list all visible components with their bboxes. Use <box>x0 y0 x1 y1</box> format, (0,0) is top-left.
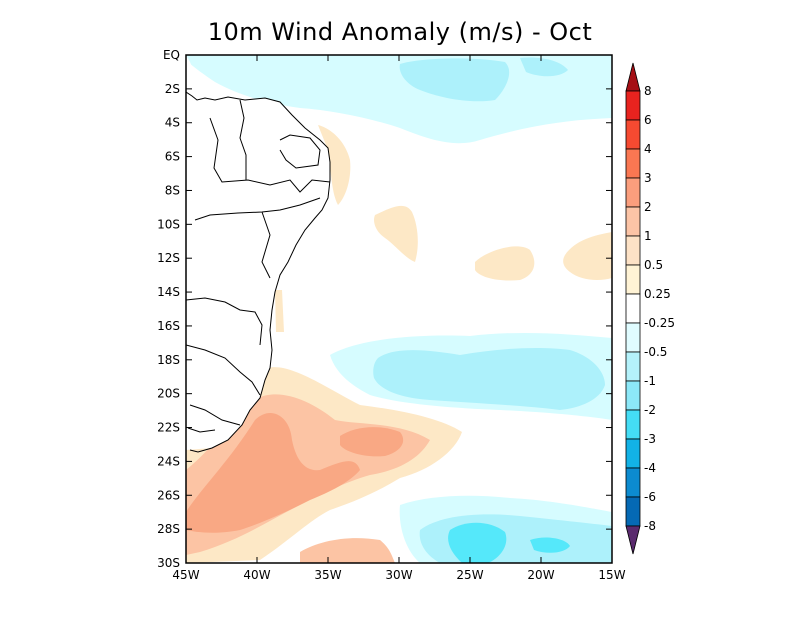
map-title: 10m Wind Anomaly (m/s) - Oct <box>207 18 593 46</box>
colorbar-top-arrow <box>625 62 641 92</box>
anomaly-blob-3 <box>563 232 612 280</box>
colorbar-bottom-arrow <box>625 525 641 555</box>
state-border-6 <box>186 297 263 346</box>
colorbar-label: 0.25 <box>644 287 671 301</box>
colorbar-segment <box>625 409 641 440</box>
colorbar-label: 2 <box>644 200 652 214</box>
colorbar-segment <box>625 206 641 237</box>
anomaly-south-bright-cyan-2 <box>530 537 570 553</box>
coastline <box>186 91 331 453</box>
colorbar-segment <box>625 438 641 469</box>
colorbar-label: -0.25 <box>644 316 675 330</box>
colorbar-segment <box>625 148 641 179</box>
longitude-axis: 45W 40W 35W 30W 25W 20W 15W <box>172 55 626 582</box>
colorbar-segment <box>625 496 641 527</box>
state-border-8 <box>189 404 241 426</box>
lon-tick-label: 35W <box>314 568 341 582</box>
lon-tick-label: 20W <box>527 568 554 582</box>
colorbar-label: 1 <box>644 229 652 243</box>
lon-tick-label: 15W <box>598 568 625 582</box>
state-border-3 <box>279 134 321 169</box>
colorbar-label: 4 <box>644 142 652 156</box>
lat-tick-label: 16S <box>157 319 180 333</box>
lon-tick-label: 40W <box>243 568 270 582</box>
colorbar-segment <box>625 90 641 121</box>
colorbar-segment <box>625 264 641 295</box>
colorbar-label: 6 <box>644 113 652 127</box>
anomaly-mid-cyan <box>373 347 605 410</box>
lat-tick-label: 18S <box>157 353 180 367</box>
lon-tick-label: 30W <box>385 568 412 582</box>
lat-tick-label: 4S <box>165 116 180 130</box>
lat-tick-label: 28S <box>157 522 180 536</box>
colorbar-label: 0.5 <box>644 258 663 272</box>
colorbar-segment <box>625 380 641 411</box>
colorbar-label: -0.5 <box>644 345 667 359</box>
colorbar-label: -4 <box>644 461 656 475</box>
anomaly-south-dark-orange <box>186 412 360 533</box>
state-border-5 <box>261 211 271 279</box>
lat-tick-label: 26S <box>157 488 180 502</box>
lat-tick-label: 22S <box>157 421 180 435</box>
colorbar: 8 6 4 3 2 1 0.5 0.25 -0.25 -0.5 -1 -2 -3 -4 -6 -8 <box>625 62 675 555</box>
anomaly-strip <box>275 290 284 332</box>
colorbar-label: 8 <box>644 84 652 98</box>
anomaly-north-cyan-2 <box>520 57 568 77</box>
colorbar-segment <box>625 177 641 208</box>
anomaly-field <box>186 55 612 563</box>
colorbar-segment <box>625 235 641 266</box>
anomaly-bottom-orange <box>300 538 395 563</box>
colorbar-segment <box>625 467 641 498</box>
lat-tick-label: EQ <box>163 48 180 62</box>
colorbar-label: -1 <box>644 374 656 388</box>
lat-tick-label: 14S <box>157 285 180 299</box>
colorbar-segment <box>625 322 641 353</box>
anomaly-north-cyan-1 <box>399 58 510 102</box>
colorbar-label: -2 <box>644 403 656 417</box>
anomaly-south-bright-cyan-1 <box>448 522 507 563</box>
colorbar-label: -3 <box>644 432 656 446</box>
anomaly-blob-1 <box>374 205 418 262</box>
latitude-axis: EQ 2S 4S 6S 8S 10S 12S 14S 16S 18S 20S 22S 24S 26S 28S… <box>157 48 612 570</box>
colorbar-label: -6 <box>644 490 656 504</box>
lat-tick-label: 20S <box>157 387 180 401</box>
lat-tick-label: 8S <box>165 183 180 197</box>
lat-tick-label: 6S <box>165 150 180 164</box>
state-border-7 <box>186 344 261 396</box>
lat-tick-label: 24S <box>157 454 180 468</box>
colorbar-segment <box>625 293 641 324</box>
anomaly-coast-light-orange <box>318 125 351 205</box>
lat-tick-label: 10S <box>157 217 180 231</box>
colorbar-segment <box>625 351 641 382</box>
land-south-america <box>186 55 330 450</box>
anomaly-dark-orange-2 <box>340 427 404 457</box>
colorbar-segment <box>625 119 641 150</box>
anomaly-blob-2 <box>475 246 535 281</box>
lat-tick-label: 30S <box>157 556 180 570</box>
lon-tick-label: 45W <box>172 568 199 582</box>
state-border-1 <box>239 99 247 180</box>
lat-tick-label: 12S <box>157 251 180 265</box>
coast-line <box>186 91 331 453</box>
state-border-2 <box>209 117 331 193</box>
colorbar-label: -8 <box>644 519 656 533</box>
state-border-9 <box>187 427 216 433</box>
lat-tick-label: 2S <box>165 82 180 96</box>
colorbar-label: 3 <box>644 171 652 185</box>
lon-tick-label: 25W <box>456 568 483 582</box>
